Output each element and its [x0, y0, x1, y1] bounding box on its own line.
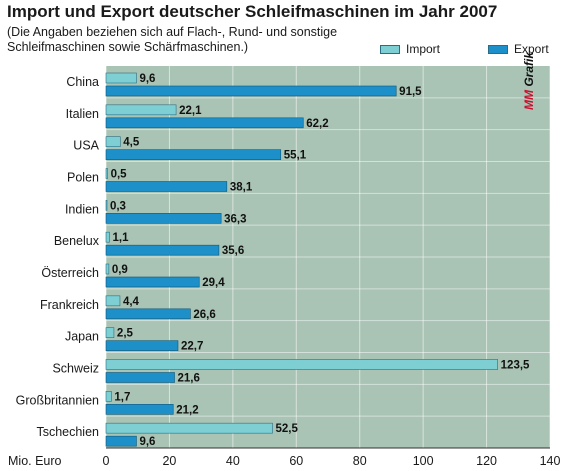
- x-tick-label: 120: [476, 454, 497, 468]
- x-axis-label: Mio. Euro: [8, 454, 62, 468]
- category-label: Großbritannien: [16, 393, 99, 407]
- legend-import: Import: [380, 42, 440, 56]
- bar-export: [105, 404, 174, 415]
- data-label-import: 4,5: [123, 137, 140, 149]
- bar-import: [105, 295, 121, 307]
- chart-subtitle: (Die Angaben beziehen sich auf Flach-, R…: [7, 25, 338, 54]
- category-label: China: [66, 75, 99, 89]
- data-label-import: 2,5: [117, 328, 134, 340]
- data-label-import: 0,5: [111, 169, 128, 181]
- bar-export: [105, 213, 222, 224]
- bar-export: [105, 244, 220, 256]
- bar-export: [105, 181, 228, 192]
- legend-export: Export: [488, 42, 549, 56]
- legend-import-swatch: [380, 45, 400, 55]
- mm-grafik-logo: MM Grafik: [522, 51, 536, 110]
- data-label-import: 1,7: [114, 391, 130, 403]
- data-label-import: 9,6: [139, 73, 155, 85]
- category-label: Frankreich: [40, 298, 99, 312]
- data-label-import: 0,3: [110, 200, 126, 212]
- category-label: Schweiz: [52, 361, 99, 375]
- x-tick-label: 60: [289, 454, 303, 468]
- data-label-import: 4,4: [123, 296, 140, 308]
- bar-export: [105, 85, 397, 97]
- bar-import: [105, 231, 110, 243]
- bar-import: [105, 391, 112, 402]
- bar-import: [105, 104, 177, 116]
- data-label-import: 0,9: [112, 264, 128, 276]
- x-tick-label: 80: [353, 454, 367, 468]
- bar-import: [105, 72, 137, 84]
- data-label-export: 55,1: [284, 150, 307, 162]
- category-label: Japan: [65, 330, 99, 344]
- category-label: Polen: [67, 170, 99, 184]
- data-label-export: 21,2: [176, 404, 198, 416]
- category-label: Tschechien: [36, 425, 99, 439]
- legend-import-label: Import: [406, 42, 441, 56]
- bar-import: [105, 422, 273, 434]
- data-label-export: 29,4: [202, 277, 225, 289]
- bar-export: [105, 372, 175, 383]
- bar-export: [105, 276, 200, 288]
- data-label-import: 52,5: [276, 423, 299, 435]
- data-label-import: 123,5: [501, 360, 530, 372]
- data-label-export: 22,7: [181, 341, 203, 353]
- chart-title: Import und Export deutscher Schleifmasch…: [7, 2, 498, 21]
- x-tick-label: 20: [162, 454, 176, 468]
- bar-export: [105, 149, 282, 160]
- data-label-export: 21,6: [178, 373, 200, 385]
- data-label-export: 36,3: [224, 213, 246, 225]
- category-label: Benelux: [54, 234, 100, 248]
- bar-import: [105, 359, 498, 370]
- legend-export-label: Export: [514, 42, 549, 56]
- data-label-export: 26,6: [193, 309, 215, 321]
- data-label-export: 91,5: [399, 86, 422, 98]
- category-label: Italien: [66, 107, 99, 121]
- x-tick-label: 140: [540, 454, 561, 468]
- bar-export: [105, 117, 304, 129]
- x-tick-label: 40: [226, 454, 240, 468]
- category-label: USA: [73, 139, 99, 153]
- data-label-import: 1,1: [112, 232, 129, 244]
- bar-import: [105, 200, 108, 211]
- bar-import: [105, 168, 108, 179]
- category-label: Indien: [65, 202, 99, 216]
- bar-export: [105, 435, 137, 447]
- bar-import: [105, 327, 115, 338]
- bar-import: [105, 136, 121, 147]
- bar-export: [105, 340, 179, 351]
- data-label-export: 62,2: [306, 118, 328, 130]
- data-label-import: 22,1: [179, 105, 202, 117]
- legend-export-swatch: [488, 45, 508, 55]
- bar-import: [105, 263, 110, 275]
- x-tick-label: 0: [103, 454, 110, 468]
- data-label-export: 9,6: [139, 436, 155, 448]
- category-label: Österreich: [41, 266, 99, 280]
- data-label-export: 35,6: [222, 245, 244, 257]
- bar-export: [105, 308, 191, 320]
- data-label-export: 38,1: [230, 182, 253, 194]
- x-tick-label: 100: [413, 454, 434, 468]
